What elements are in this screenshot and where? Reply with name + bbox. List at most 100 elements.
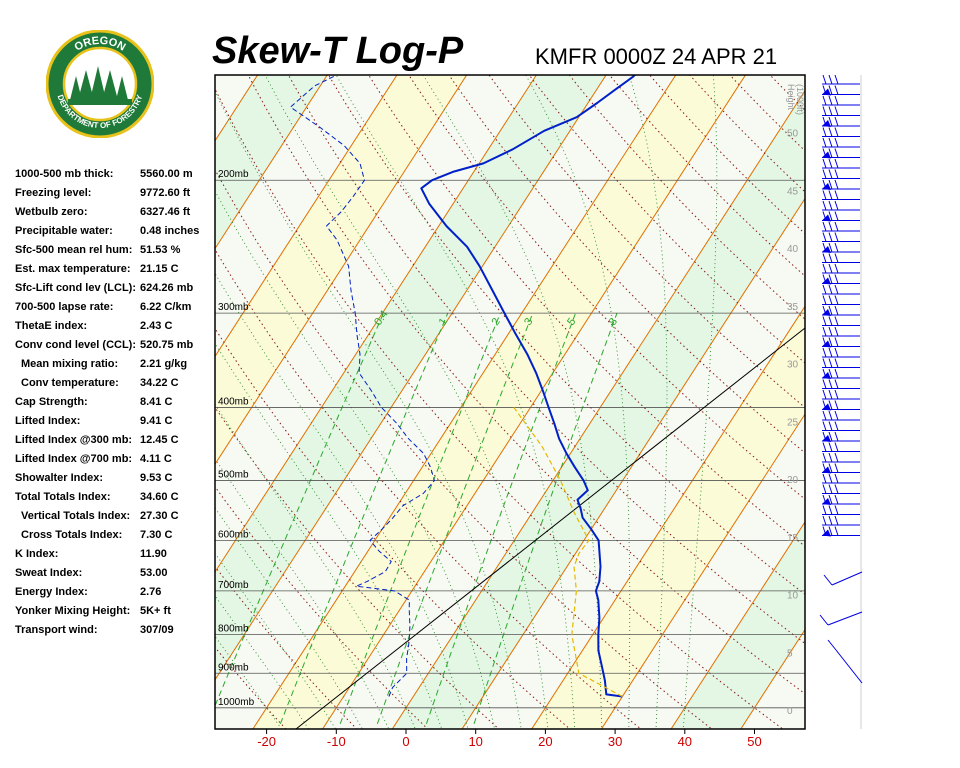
- index-value: 6.22 C/km: [140, 301, 192, 313]
- dry-adiabat-lines: [215, 13, 960, 739]
- wind-barb-feather: [828, 295, 833, 305]
- wind-barb: [822, 337, 860, 348]
- solid-sounding-trace: [420, 75, 637, 698]
- index-label: Conv cond level (CCL):: [15, 339, 137, 351]
- pressure-level-label: 300mb: [218, 302, 249, 313]
- wind-barb: [822, 473, 860, 484]
- index-value: 5560.00 m: [140, 168, 193, 180]
- height-axis-label: Height: [786, 84, 796, 111]
- index-label: Est. max temperature:: [15, 263, 131, 275]
- index-value: 9.53 C: [140, 472, 173, 484]
- wind-barb-feather: [822, 127, 827, 137]
- height-tick-label: 50: [787, 129, 799, 140]
- isotherm: [600, 413, 805, 729]
- wind-barb-feather: [834, 221, 839, 232]
- wind-barb-feather: [834, 305, 839, 316]
- index-row: 700-500 lapse rate: 6.22 C/km: [15, 301, 215, 320]
- wind-barb-feather: [822, 473, 827, 484]
- index-label: Mean mixing ratio:: [21, 358, 119, 370]
- wind-barb: [819, 611, 863, 626]
- wind-barb-feather: [822, 505, 827, 515]
- isotherm: [874, 13, 960, 739]
- moist-adiabat: [215, 342, 443, 729]
- wind-barb: [822, 431, 860, 442]
- wind-barb-feather: [834, 274, 839, 284]
- wind-barb: [822, 169, 860, 179]
- wind-barb-flag: [822, 151, 831, 159]
- wind-barb-feather: [822, 263, 827, 274]
- isotherm: [215, 75, 398, 358]
- wind-barb-feather: [822, 190, 827, 200]
- wind-barb-feather: [834, 379, 839, 389]
- moist-adiabat: [422, 75, 603, 729]
- dry-adiabat: [568, 75, 805, 320]
- isotherm: [215, 75, 468, 466]
- temperature-band: [0, 13, 89, 739]
- wind-barb-flag: [822, 403, 831, 411]
- moist-adiabat: [335, 75, 576, 729]
- index-label: Sfc-500 mean rel hum:: [15, 244, 133, 256]
- index-value: 27.30 C: [140, 510, 179, 522]
- index-value: 2.76: [140, 586, 162, 598]
- index-value: 520.75 mb: [140, 339, 194, 351]
- wind-barb-feather: [828, 305, 833, 316]
- wind-barb: [822, 295, 860, 305]
- wind-barb-feather: [822, 169, 827, 179]
- wind-barb-feather: [828, 463, 833, 473]
- wind-barb-feather: [828, 85, 833, 95]
- wind-barb-feather: [834, 232, 839, 242]
- wind-barb-feather: [819, 614, 829, 626]
- index-row: Yonker Mixing Height: 5K+ ft: [15, 605, 215, 624]
- index-value: 34.22 C: [140, 377, 179, 389]
- wind-barb-feather: [828, 505, 833, 515]
- index-row: Conv temperature: 34.22 C: [15, 377, 215, 396]
- index-label: 1000-500 mb thick:: [15, 168, 114, 180]
- wind-barb: [822, 284, 860, 295]
- wind-barb-flag: [822, 372, 831, 379]
- index-label: Cross Totals Index:: [21, 529, 123, 541]
- wind-barb-feather: [834, 526, 839, 536]
- index-label: Transport wind:: [15, 624, 98, 636]
- dry-adiabat: [215, 87, 784, 729]
- moist-adiabat-lines: [215, 75, 718, 729]
- wind-barb-feather: [828, 326, 833, 337]
- wind-barb-feather: [834, 358, 839, 368]
- wind-barb-feather: [828, 221, 833, 232]
- wind-barb-feather: [828, 484, 833, 494]
- pressure-level-label: 200mb: [218, 169, 249, 180]
- x-tick-label: 40: [678, 734, 692, 749]
- wind-barb-flag: [822, 120, 831, 127]
- wind-barb: [822, 463, 860, 474]
- wind-barb-feather: [822, 158, 827, 169]
- x-axis-ticks: -20 -10 0 10 20 30 40 50: [257, 729, 762, 749]
- x-tick-label: 50: [747, 734, 761, 749]
- dry-adiabat: [215, 248, 642, 729]
- wind-barb-feather: [834, 421, 839, 431]
- temperature-band: [215, 75, 676, 729]
- x-tick-label: 10: [468, 734, 482, 749]
- index-row: Lifted Index: 9.41 C: [15, 415, 215, 434]
- index-row: ThetaE index: 2.43 C: [15, 320, 215, 339]
- wind-barb-feather: [822, 284, 827, 295]
- wind-barb-feather: [834, 284, 839, 295]
- wind-barb-feather: [828, 200, 833, 211]
- wind-barb-feather: [828, 158, 833, 169]
- isobar-lines: 0.4 1 2 3 5 81000mb900mb800mb700mb600mb500mb4…: [215, 169, 805, 709]
- wind-barb-feather: [822, 410, 827, 421]
- dry-adiabat: [788, 13, 960, 739]
- wind-barb-feather: [822, 347, 827, 358]
- index-row: Sfc-500 mean rel hum: 51.53 %: [15, 244, 215, 263]
- pressure-level-label: 700mb: [218, 580, 249, 591]
- index-label: Wetbulb zero:: [15, 206, 88, 218]
- wind-barb-feather: [828, 106, 833, 116]
- index-label: Freezing level:: [15, 187, 92, 199]
- wind-barb-feather: [828, 526, 833, 536]
- parcel-trace: [513, 407, 623, 698]
- height-tick-label: 35: [787, 302, 799, 313]
- wind-barb-flag: [822, 309, 831, 316]
- wind-barb-feather: [822, 95, 827, 106]
- wind-barb: [822, 410, 860, 421]
- wind-barb-feather: [828, 253, 833, 263]
- sounding-series: [290, 75, 637, 698]
